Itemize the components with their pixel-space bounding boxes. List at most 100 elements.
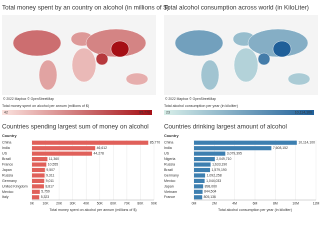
legend-min: 23 (166, 111, 170, 115)
category-label: France (2, 162, 13, 166)
value-label: 2,049,710 (216, 157, 231, 161)
value-label: 1,092,258 (207, 173, 222, 177)
x-tick-label: 6M (253, 201, 258, 205)
map-region (233, 47, 259, 83)
legend-title: Total money spent on alcohol per annum (… (2, 104, 89, 108)
x-tick-label: 80K (137, 201, 144, 205)
value-label: 805,136 (204, 195, 216, 199)
legend-gradient (164, 110, 314, 115)
value-label: 11,360 (49, 157, 59, 161)
map-region (174, 29, 224, 57)
category-label: Japan (2, 168, 12, 172)
category-label: US (164, 152, 170, 156)
x-tick-label: 20K (56, 201, 63, 205)
bar (32, 167, 45, 173)
map-attribution: © 2022 Mapbox © OpenStreetMap (3, 97, 54, 101)
category-label: Mexico (164, 179, 175, 183)
legend-max: 10,114,100 (295, 111, 312, 115)
map-region (287, 72, 311, 86)
x-axis-title: Total money spent on alcohol per annum (… (49, 208, 136, 212)
legend-max: 85,770 (139, 111, 150, 115)
legend-gradient (2, 110, 152, 115)
legend-min: 42 (4, 111, 8, 115)
category-label: Vietnam (164, 190, 177, 194)
category-header: Country (2, 134, 17, 138)
bar (194, 151, 226, 156)
category-label: France (164, 195, 175, 199)
bar (32, 146, 96, 151)
x-tick-label: 90K (151, 201, 158, 205)
value-label: 46,612 (97, 146, 107, 150)
map-title: Total money spent by an country on alcoh… (2, 5, 169, 12)
bar (194, 189, 203, 194)
category-label: United Kingdom (2, 184, 28, 188)
x-tick-label: 2M (212, 201, 217, 205)
chart-title: Countries drinking largest amount of alc… (164, 124, 287, 131)
value-label: 85,770 (150, 141, 160, 145)
x-tick-label: 30K (70, 201, 77, 205)
bar (32, 184, 44, 189)
value-label: 1,044,033 (206, 179, 221, 183)
bar (194, 157, 215, 162)
value-label: 8,817 (45, 184, 54, 188)
bar (194, 140, 297, 145)
bar (194, 167, 211, 173)
bar (32, 189, 40, 194)
x-tick-label: 4M (232, 201, 237, 205)
bar (32, 173, 45, 178)
category-label: Japan (164, 184, 174, 188)
map-region (125, 72, 149, 86)
value-label: 898,000 (205, 184, 217, 188)
map-region (38, 59, 58, 91)
category-label: US (2, 152, 8, 156)
map-title: Total alcohol consumption across world (… (164, 5, 309, 12)
value-label: 9,311 (46, 173, 54, 177)
value-label: 7,608,152 (273, 146, 288, 150)
category-label: China (2, 141, 11, 145)
value-label: 1,579,190 (212, 168, 227, 172)
value-label: 844,504 (204, 190, 216, 194)
map-attribution: © 2022 Mapbox © OpenStreetMap (165, 97, 216, 101)
value-label: 1,633,190 (212, 162, 227, 166)
x-tick-label: 40K (83, 201, 90, 205)
value-label: 44,278 (94, 152, 104, 156)
bar (32, 178, 45, 183)
category-label: Russia (164, 162, 175, 166)
map-region (95, 52, 109, 66)
category-label: Brazil (2, 157, 11, 161)
map-region (257, 52, 271, 66)
value-label: 9,011 (46, 179, 54, 183)
bar (32, 157, 48, 162)
x-tick-label: 12M (313, 201, 320, 205)
map-region (12, 29, 62, 57)
bar (32, 140, 149, 145)
map-region (110, 40, 130, 58)
bar (194, 178, 205, 183)
category-label: China (164, 141, 173, 145)
value-label: 5,759 (41, 190, 50, 194)
bar (194, 173, 206, 178)
category-label: India (164, 146, 172, 150)
map-region (272, 40, 292, 58)
category-label: Germany (2, 179, 17, 183)
bar (194, 195, 203, 200)
bar (194, 184, 204, 189)
bar (32, 151, 93, 156)
category-label: Germany (164, 173, 179, 177)
value-label: 10,114,100 (298, 141, 315, 145)
x-tick-label: 70K (124, 201, 131, 205)
x-tick-label: 0M (192, 201, 197, 205)
category-label: Italy (2, 195, 9, 199)
chart-title: Countries spending largest sum of money … (2, 124, 149, 131)
bar (32, 195, 40, 200)
bar (194, 146, 272, 151)
bar (194, 162, 211, 167)
map-region (200, 59, 220, 91)
value-label: 5,323 (41, 195, 50, 199)
value-label: 3,079,395 (227, 152, 242, 156)
x-axis-title: Total alcohol consumption per year (in k… (218, 208, 292, 212)
x-tick-label: 10M (292, 201, 299, 205)
map-region (71, 47, 97, 83)
category-label: Russia (2, 173, 13, 177)
x-tick-label: 50K (97, 201, 104, 205)
